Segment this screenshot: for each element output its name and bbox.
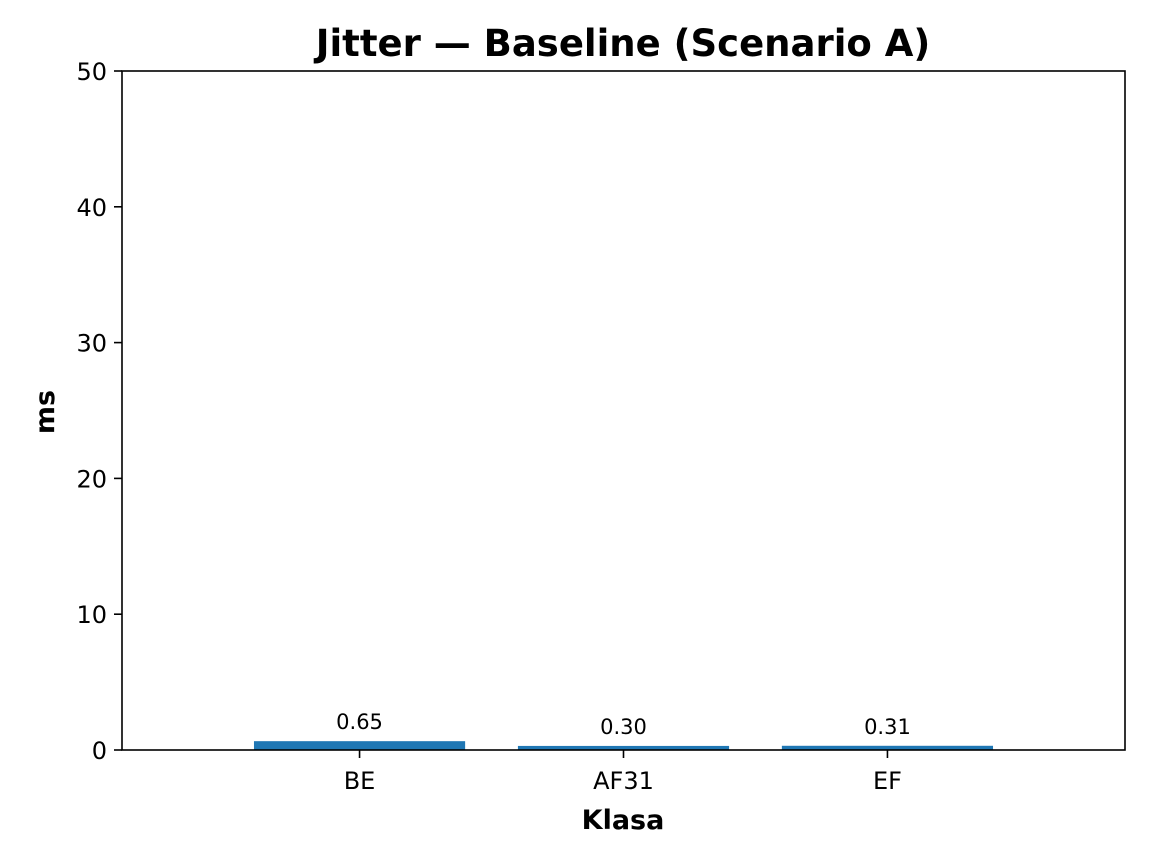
y-tick-label-30: 30 bbox=[76, 330, 107, 358]
x-tick-label-be: BE bbox=[344, 767, 376, 795]
y-axis: 0 10 20 30 40 50 bbox=[76, 58, 122, 765]
bar-be bbox=[253, 741, 466, 750]
x-axis-label: Klasa bbox=[582, 805, 665, 836]
data-label-af31: 0.30 bbox=[600, 715, 647, 739]
x-axis: BE AF31 EF bbox=[344, 750, 902, 795]
bar-af31 bbox=[517, 745, 730, 750]
plot-frame bbox=[121, 70, 1126, 751]
y-tick-label-40: 40 bbox=[76, 194, 107, 222]
chart-title: Jitter — Baseline (Scenario A) bbox=[313, 22, 931, 65]
bars-group bbox=[253, 741, 994, 750]
y-tick-label-10: 10 bbox=[76, 601, 107, 629]
y-axis-label: ms bbox=[30, 390, 61, 434]
x-tick-label-ef: EF bbox=[873, 767, 902, 795]
x-tick-label-af31: AF31 bbox=[593, 767, 654, 795]
y-tick-label-20: 20 bbox=[76, 465, 107, 493]
data-label-ef: 0.31 bbox=[864, 715, 911, 739]
data-label-be: 0.65 bbox=[336, 710, 383, 734]
bar-ef bbox=[781, 745, 994, 750]
y-tick-label-0: 0 bbox=[92, 737, 107, 765]
y-tick-label-50: 50 bbox=[76, 58, 107, 86]
data-labels-group: 0.65 0.30 0.31 bbox=[336, 710, 911, 739]
